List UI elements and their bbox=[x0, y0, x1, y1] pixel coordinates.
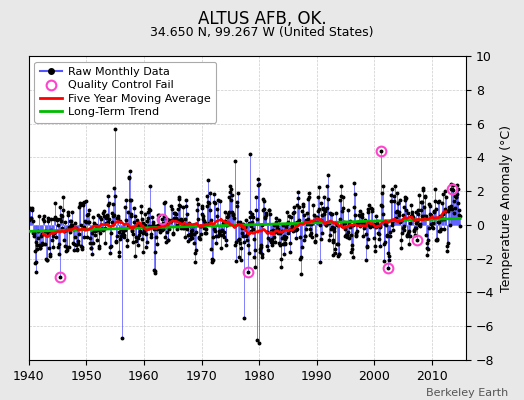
Text: ALTUS AFB, OK.: ALTUS AFB, OK. bbox=[198, 10, 326, 28]
Y-axis label: Temperature Anomaly (°C): Temperature Anomaly (°C) bbox=[500, 124, 513, 292]
Text: Berkeley Earth: Berkeley Earth bbox=[426, 388, 508, 398]
Text: 34.650 N, 99.267 W (United States): 34.650 N, 99.267 W (United States) bbox=[150, 26, 374, 39]
Legend: Raw Monthly Data, Quality Control Fail, Five Year Moving Average, Long-Term Tren: Raw Monthly Data, Quality Control Fail, … bbox=[35, 62, 216, 123]
